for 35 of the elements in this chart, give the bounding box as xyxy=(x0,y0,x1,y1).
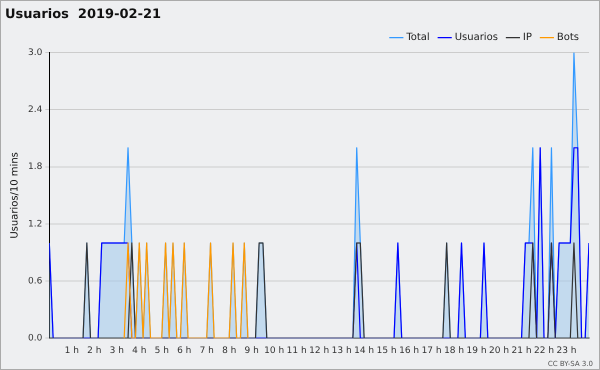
x-tick-label: 1 h xyxy=(64,346,79,356)
x-tick-label: 6 h xyxy=(177,346,192,356)
x-tick-label: 22 h xyxy=(534,346,554,356)
x-tick-label: 5 h xyxy=(154,346,169,356)
chart-title: Usuarios 2019-02-21 xyxy=(5,7,162,22)
y-axis-title: Usuarios/10 mins xyxy=(10,152,21,239)
x-tick-label: 14 h xyxy=(354,346,374,356)
x-tick-label: 11 h xyxy=(286,346,307,356)
y-tick-label: 0.0 xyxy=(28,334,43,344)
x-tick-label: 13 h xyxy=(332,346,352,356)
x-tick-label: 18 h xyxy=(444,346,464,356)
x-tick-label: 10 h xyxy=(264,346,284,356)
x-tick-label: 3 h xyxy=(110,346,124,356)
legend-label: Total xyxy=(405,32,430,44)
x-tick-label: 15 h xyxy=(376,346,397,356)
x-tick-label: 2 h xyxy=(87,346,102,356)
y-tick-label: 0.6 xyxy=(28,276,43,286)
x-tick-label: 12 h xyxy=(309,346,330,356)
x-tick-label: 19 h xyxy=(466,346,487,356)
x-tick-label: 21 h xyxy=(512,346,532,356)
legend-label: IP xyxy=(522,32,532,44)
x-tick-label: 4 h xyxy=(132,346,146,356)
y-tick-label: 1.8 xyxy=(28,162,43,172)
x-tick-label: 9 h xyxy=(244,346,259,356)
x-tick-label: 23 h xyxy=(556,346,577,356)
legend-label: Usuarios xyxy=(454,32,498,44)
x-tick-label: 7 h xyxy=(200,346,214,356)
x-tick-label: 16 h xyxy=(399,346,420,356)
legend-label: Bots xyxy=(556,32,579,44)
x-tick-label: 17 h xyxy=(422,346,442,356)
x-tick-label: 20 h xyxy=(489,346,510,356)
y-tick-label: 2.4 xyxy=(28,105,43,116)
y-tick-label: 3.0 xyxy=(28,48,43,58)
y-tick-label: 1.2 xyxy=(28,219,42,230)
x-tick-label: 8 h xyxy=(222,346,236,356)
